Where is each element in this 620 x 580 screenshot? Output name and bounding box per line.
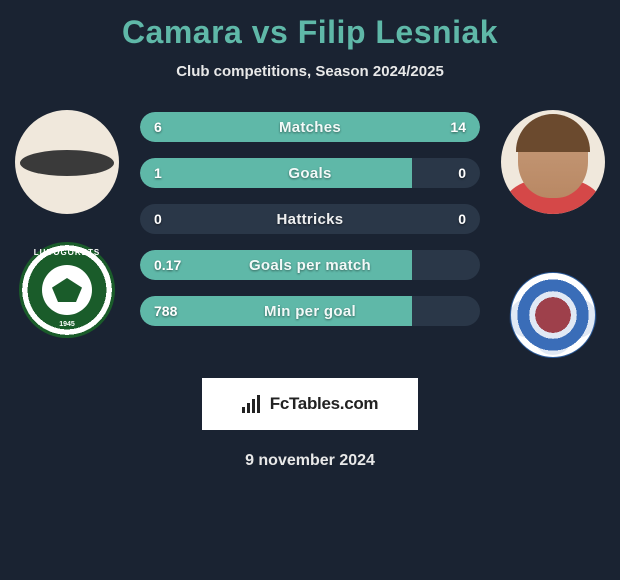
comparison-subtitle: Club competitions, Season 2024/2025 [176, 63, 444, 80]
player-left-silhouette [20, 150, 114, 176]
stat-row: 0.17Goals per match [140, 250, 480, 280]
club-left-badge-text: LUDOGORETS 1945 [19, 242, 115, 338]
club-left-year: 1945 [59, 321, 75, 328]
stat-row: 6Matches14 [140, 112, 480, 142]
club-right-badge [510, 272, 596, 358]
club-left-name: LUDOGORETS [34, 248, 100, 257]
club-left-badge: LUDOGORETS 1945 [19, 242, 115, 338]
stat-value-left: 1 [140, 165, 210, 181]
stat-value-left: 0.17 [140, 257, 210, 273]
stat-label: Hattricks [210, 211, 410, 228]
stat-row: 0Hattricks0 [140, 204, 480, 234]
stat-label: Goals per match [210, 257, 410, 274]
chart-icon [242, 395, 264, 413]
player-right-hair [516, 114, 590, 152]
stat-label: Min per goal [210, 303, 410, 320]
player-left-photo [15, 110, 119, 214]
stat-row: 1Goals0 [140, 158, 480, 188]
stat-label: Goals [210, 165, 410, 182]
comparison-title: Camara vs Filip Lesniak [122, 14, 498, 51]
stat-value-right: 0 [410, 165, 480, 181]
stat-value-right: 0 [410, 211, 480, 227]
stat-value-left: 0 [140, 211, 210, 227]
stat-value-left: 6 [140, 119, 210, 135]
player-right-photo [501, 110, 605, 214]
branding-box: FcTables.com [202, 378, 418, 430]
stat-label: Matches [210, 119, 410, 136]
stats-column: 6Matches141Goals00Hattricks00.17Goals pe… [140, 110, 480, 326]
stat-row: 788Min per goal [140, 296, 480, 326]
player-left-column: LUDOGORETS 1945 [12, 110, 122, 338]
stat-value-left: 788 [140, 303, 210, 319]
stat-value-right: 14 [410, 119, 480, 135]
branding-text: FcTables.com [270, 394, 379, 414]
comparison-body: LUDOGORETS 1945 6Matches141Goals00Hattri… [0, 110, 620, 358]
player-right-column [498, 110, 608, 358]
comparison-date: 9 november 2024 [245, 452, 375, 470]
